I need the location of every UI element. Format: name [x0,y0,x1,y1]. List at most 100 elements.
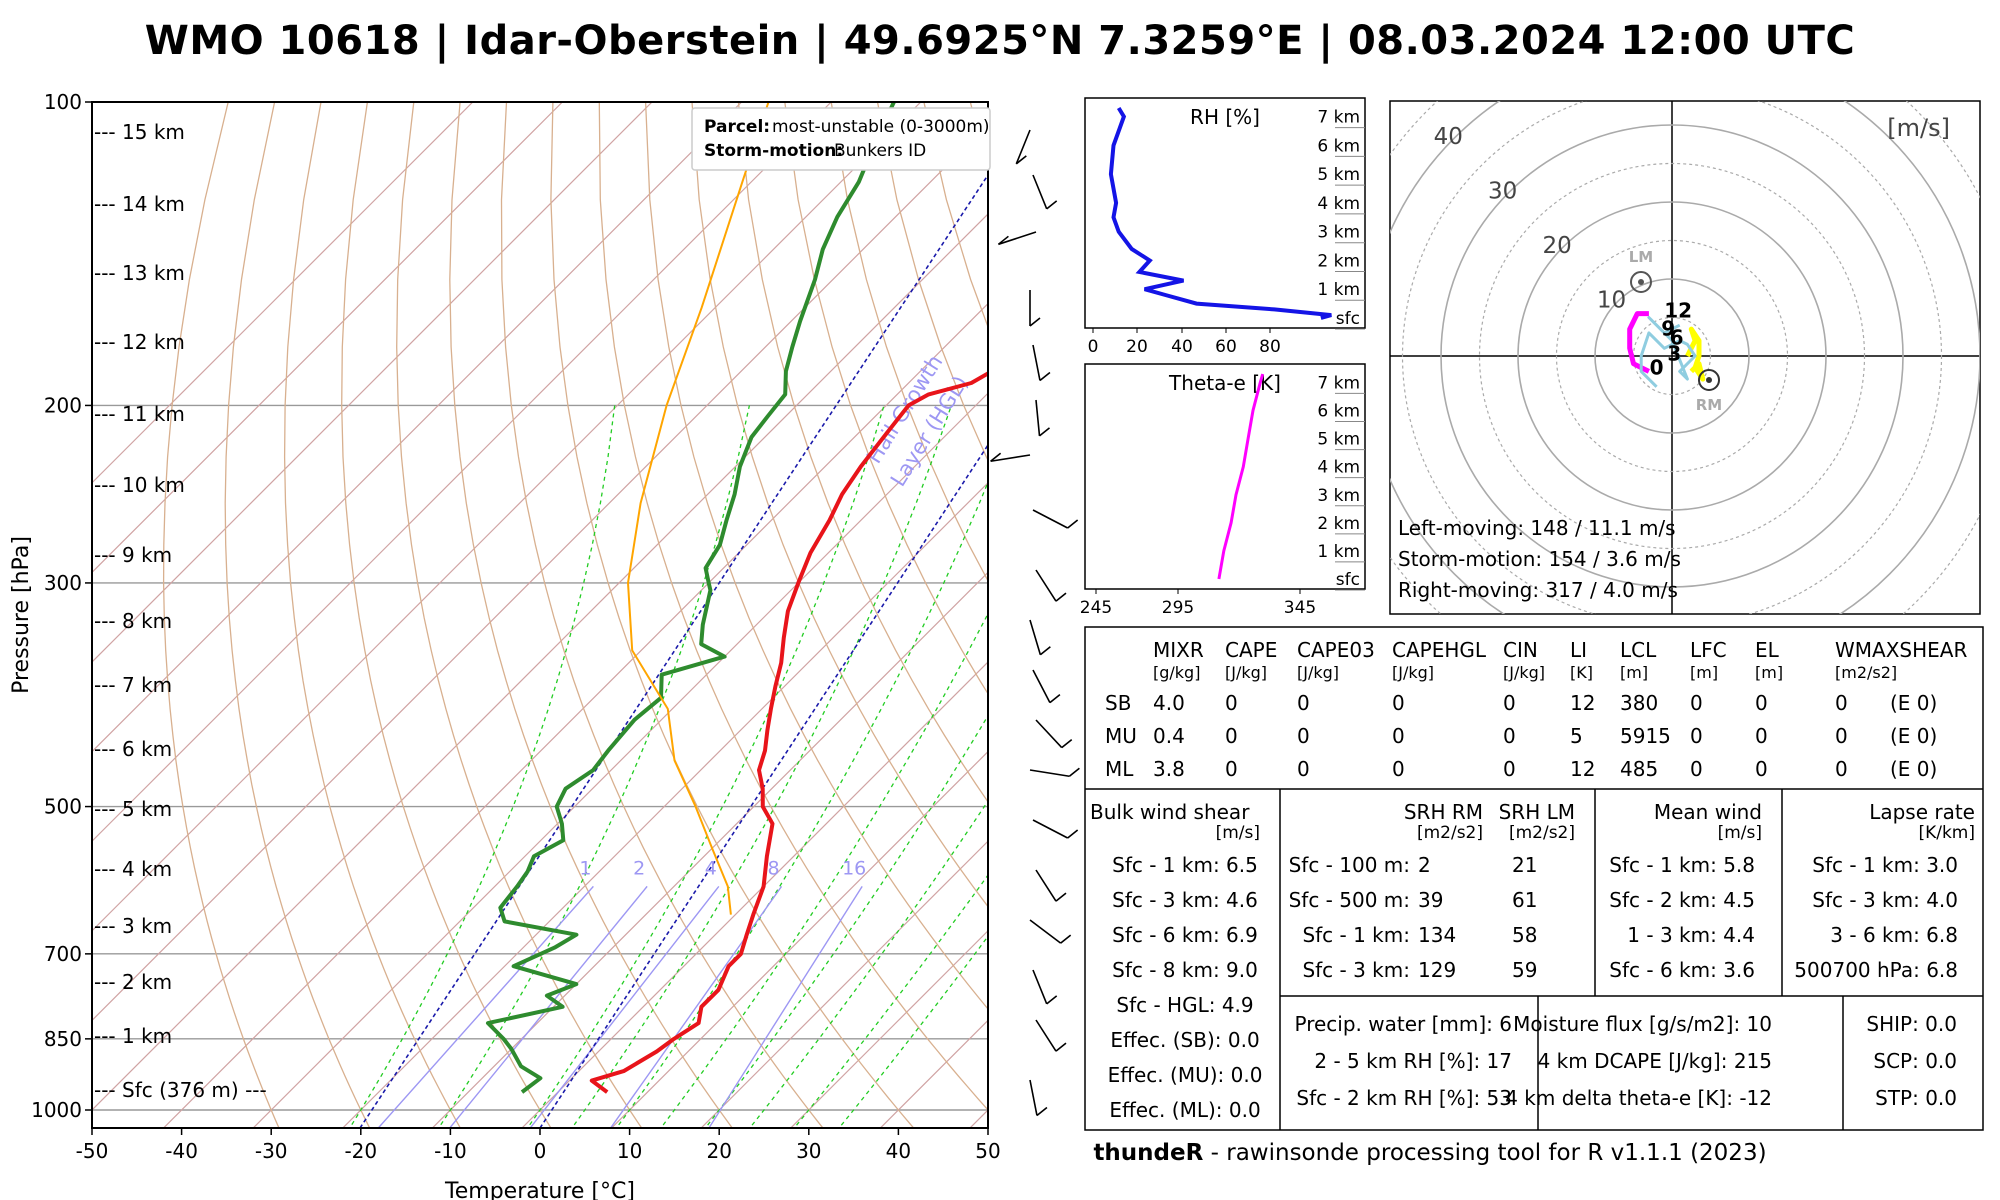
height-mark: 3 [1667,342,1681,366]
series-dewpoint [486,102,896,1094]
height-label: --- Sfc (376 m) --- [94,1078,267,1102]
index-header: LCL [1620,638,1657,662]
mixing-ratio-line [708,886,863,1128]
srh-row-lm: 58 [1512,923,1537,947]
index-header: LFC [1690,638,1727,662]
height-tick-label: 2 km [1317,514,1360,534]
barb-staff [998,231,1037,246]
p-tick-label: 100 [44,90,82,114]
footer-credit: thundeR - rawinsonde processing tool for… [1080,1140,1780,1166]
isotherm-line [252,392,988,1128]
height-label: --- 7 km [94,673,172,697]
srh-row-rm: 2 [1418,853,1431,877]
index-unit: [m] [1690,663,1718,682]
dry-adiabat [283,102,462,1128]
bulk-shear-row: Sfc - 1 km: 6.5 [1112,853,1258,877]
dry-adiabat [224,102,371,1128]
skewt-y-axis: 100 200 300 500 700 850 1000 [31,90,92,1122]
isotherm-line [341,481,988,1128]
x-tick-label: 10 [617,1139,642,1163]
barb-flag [990,452,1002,462]
mixing-ratio-label: 4 [705,857,717,879]
index-cell: 0 [1755,724,1768,748]
moist-adiabat [793,873,988,1128]
barb-flag [1029,317,1041,327]
height-labels: --- 15 km --- 14 km --- 13 km --- 12 km --- … [94,120,267,1102]
isotherm-line [789,929,988,1128]
page-title: WMO 10618 | Idar-Oberstein | 49.6925°N 7… [144,18,1856,64]
rh-line [1108,106,1332,320]
height-label: --- 10 km [94,473,185,497]
index-unit: [g/kg] [1153,663,1200,682]
dry-adiabat [449,102,734,1128]
misc-col2-row: 4 km DCAPE [J/kg]: 215 [1538,1049,1772,1073]
index-unit: [K] [1570,663,1593,682]
barb-flag [1055,1042,1067,1052]
height-label: --- 14 km [94,192,185,216]
mixing-ratio-line [529,885,720,1128]
index-unit: [J/kg] [1297,663,1339,682]
wind-barb [1032,969,1058,1005]
wind-barb [1035,719,1073,749]
mean-wind-row: Sfc - 2 km: 4.5 [1609,888,1755,912]
barb-flag [997,235,1009,245]
barb-staff [1029,1079,1038,1116]
skewt-x-label: Temperature [°C] [444,1179,635,1200]
misc-col2-row: 4 km delta theta-e [K]: -12 [1505,1086,1772,1110]
thetae-line [1217,373,1265,580]
height-tick-label: 7 km [1317,108,1360,128]
wind-barb [1035,399,1050,437]
barb-flag [1046,995,1058,1005]
index-cell: 0 [1297,724,1310,748]
moist-adiabat [660,612,988,1128]
index-cell: (E 0) [1890,691,1937,715]
index-cell: 485 [1620,757,1658,781]
index-cell: 3.8 [1153,757,1185,781]
srh-row-label: Sfc - 1 km: [1302,923,1410,947]
index-cell: 0 [1392,691,1405,715]
bulk-shear-units: [m/s] [1216,823,1260,843]
srh-row-lm: 59 [1512,958,1537,982]
ring-label: 10 [1597,288,1626,314]
misc-col3-row: SHIP: 0.0 [1866,1012,1957,1036]
index-header: EL [1755,638,1780,662]
barb-flag [1055,592,1067,602]
skewt-panel: Hail Growth Layer (HGL) 1 2 4 8 16 -50 -40 -30… [9,90,1001,1200]
bulk-shear-title: Bulk wind shear [1090,800,1250,824]
barb-flag [1049,694,1061,704]
srh-row-label: Sfc - 500 m: [1289,888,1410,912]
isotherm-line [92,102,563,574]
barb-staff [1035,719,1063,749]
wind-barb [1032,669,1061,704]
hodograph-ring [1594,278,1750,434]
indices-rows: SB 4.0 0 0 0 0 12 380 0 0 0 (E 0) MU 0.4 0 0 0 0 5 5915 0 0 0 (… [1105,691,1937,781]
x-tick-label: 20 [706,1139,731,1163]
moist-adiabat [348,405,616,1128]
height-tick-label: 3 km [1317,223,1360,243]
wind-barb [1032,819,1079,839]
bulk-shear-row: Effec. (MU): 0.0 [1108,1063,1263,1087]
hodo-mid-segment [1685,326,1706,382]
index-cell: 12 [1570,691,1595,715]
barb-flag [1015,155,1027,165]
isotherm-line [92,102,474,484]
hodograph-ring [1478,162,1866,550]
dry-adiabat [162,102,280,1128]
index-cell: 0 [1503,691,1516,715]
dry-adiabat [500,102,824,1128]
mean-wind-units: [m/s] [1718,823,1762,843]
index-header: CAPE [1225,638,1277,662]
legend-storm-value: Bunkers ID [834,141,926,161]
mixing-ratio-label: 16 [842,857,866,879]
mixing-ratio-label: 1 [579,857,591,879]
lapse-rate-row: 500700 hPa: 6.8 [1794,958,1958,982]
hodograph-ring [1440,124,1904,588]
x-tick-label: -10 [434,1139,467,1163]
dry-adiabat [830,102,988,583]
x-tick-label: 50 [975,1139,1000,1163]
footer-tool-rest: - rawinsonde processing tool for R v1.1.… [1203,1140,1767,1166]
skewt-y-label: Pressure [hPa] [9,536,34,694]
height-tick-label: 2 km [1317,251,1360,271]
